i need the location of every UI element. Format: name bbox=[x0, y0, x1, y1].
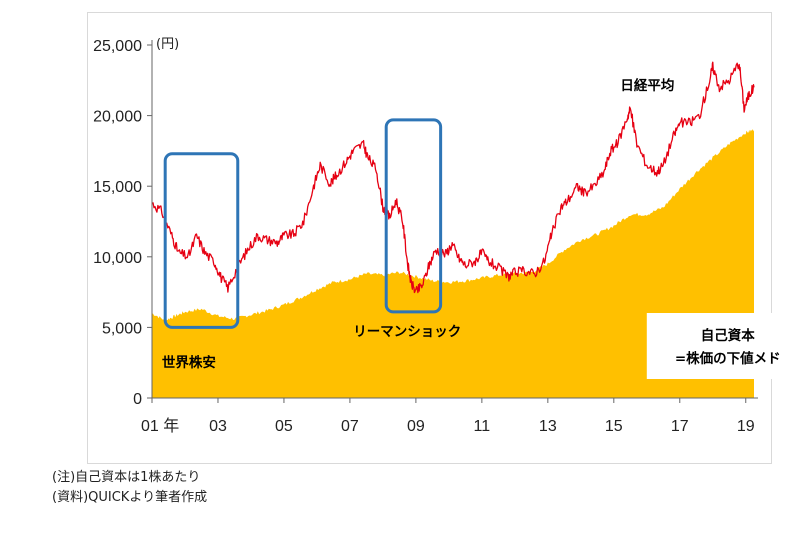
x-tick-label: 05 bbox=[275, 418, 293, 435]
x-tick-label: 09 bbox=[407, 418, 425, 435]
source-line: (資料)QUICKより筆者作成 bbox=[52, 490, 208, 505]
annotation-lehman: リーマンショック bbox=[353, 324, 461, 340]
line-layer bbox=[151, 61, 755, 294]
x-tick-label: 01 年 bbox=[141, 417, 179, 435]
y-tick-label: 0 bbox=[133, 391, 142, 408]
x-tick-label: 03 bbox=[209, 418, 227, 435]
annotation-equity-floor: =株価の下値メド bbox=[675, 350, 781, 367]
highlight-box bbox=[384, 118, 443, 314]
annotation-equity: 自己資本 bbox=[701, 327, 755, 344]
equity-area bbox=[152, 129, 754, 398]
y-unit-label: (円) bbox=[156, 37, 179, 52]
highlight-box bbox=[163, 152, 240, 329]
note-line: (注)自己資本は1株あたり bbox=[52, 470, 201, 485]
y-tick-label: 20,000 bbox=[93, 109, 142, 126]
source-notes: (注)自己資本は1株あたり (資料)QUICKより筆者作成 bbox=[52, 468, 207, 508]
y-tick-label: 25,000 bbox=[93, 38, 142, 55]
y-tick-label: 10,000 bbox=[93, 250, 142, 267]
area-layer bbox=[152, 129, 754, 398]
axis-layer: 0 5,000 10,000 15,000 20,000 25,000 01 年 03 05 07… bbox=[93, 37, 758, 435]
annotation-nikkei: 日経平均 bbox=[620, 77, 674, 94]
x-tick-label: 19 bbox=[737, 418, 755, 435]
y-tick-label: 5,000 bbox=[102, 320, 142, 337]
y-tick-label: 15,000 bbox=[93, 179, 142, 196]
nikkei-line bbox=[151, 61, 755, 294]
x-tick-label: 15 bbox=[605, 418, 623, 435]
box-layer bbox=[163, 118, 443, 329]
annotation-world-selloff: 世界株安 bbox=[162, 354, 216, 371]
equity-label-box bbox=[646, 313, 800, 379]
x-tick-label: 11 bbox=[474, 418, 491, 435]
x-tick-label: 07 bbox=[341, 418, 359, 435]
x-tick-label: 17 bbox=[671, 418, 689, 435]
x-tick-label: 13 bbox=[539, 418, 557, 435]
